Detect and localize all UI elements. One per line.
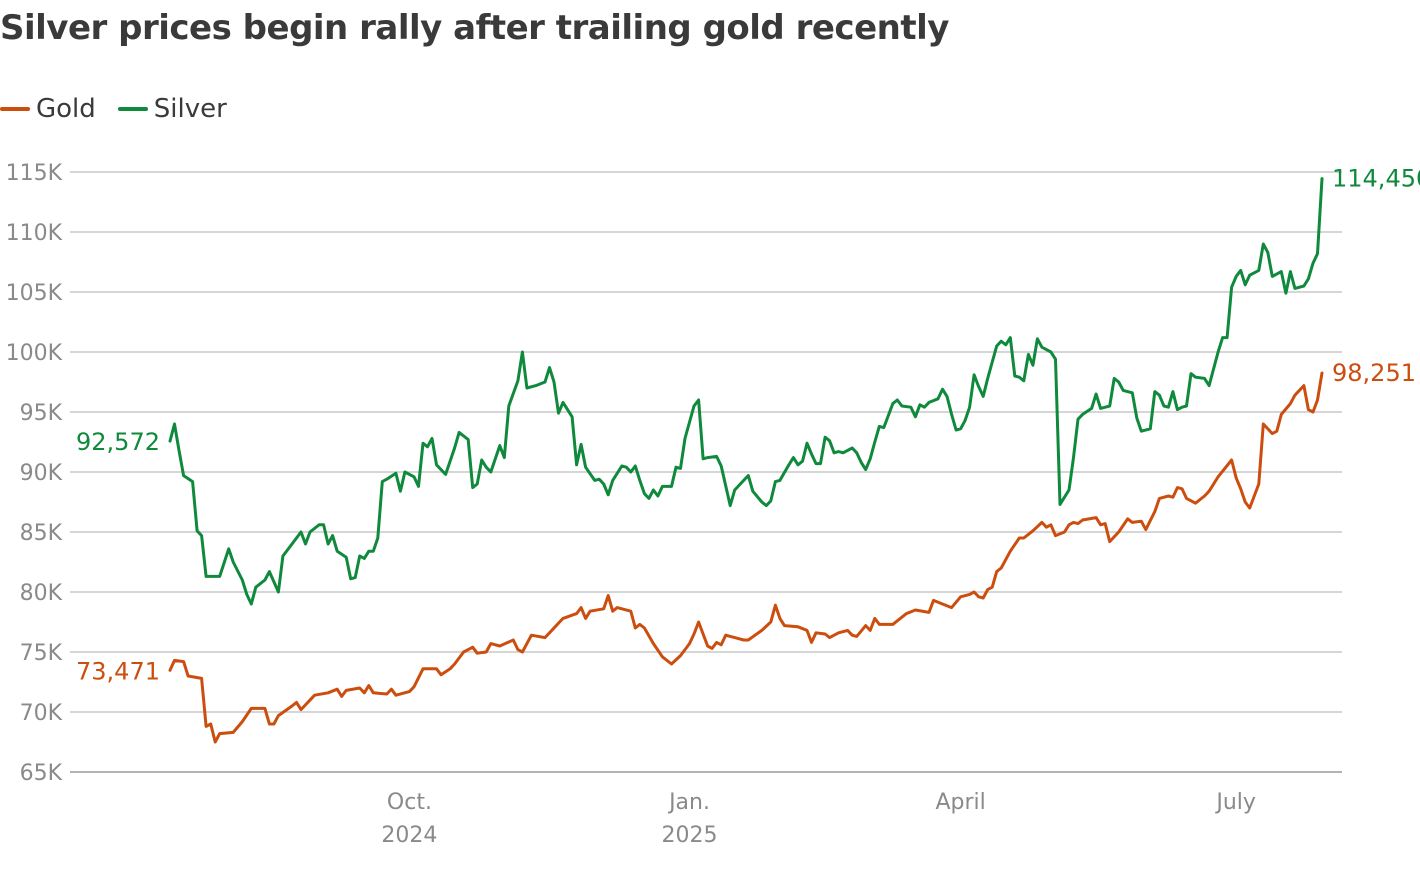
x-tick-year-label: 2025 bbox=[662, 823, 718, 848]
y-tick-label: 65K bbox=[20, 761, 63, 786]
legend-label-silver: Silver bbox=[153, 94, 227, 124]
y-tick-label: 75K bbox=[20, 641, 63, 666]
y-tick-label: 110K bbox=[6, 221, 63, 246]
x-tick-label: Oct. bbox=[387, 790, 432, 815]
y-tick-label: 105K bbox=[6, 281, 63, 306]
y-tick-label: 115K bbox=[6, 161, 63, 186]
y-tick-label: 90K bbox=[20, 461, 63, 486]
start-value-label-gold: 73,471 bbox=[76, 657, 160, 685]
legend-swatch-gold bbox=[0, 107, 30, 111]
legend-item-silver: Silver bbox=[117, 94, 227, 124]
y-tick-label: 100K bbox=[6, 341, 63, 366]
y-tick-label: 80K bbox=[20, 581, 63, 606]
y-tick-label: 85K bbox=[20, 521, 63, 546]
start-value-label-silver: 92,572 bbox=[76, 428, 160, 456]
series-line-silver bbox=[168, 177, 1324, 606]
end-value-label-gold: 98,251 bbox=[1332, 359, 1416, 387]
legend-item-gold: Gold bbox=[0, 94, 96, 124]
end-value-label-silver: 114,450 bbox=[1332, 165, 1420, 193]
y-tick-label: 95K bbox=[20, 401, 63, 426]
legend-swatch-silver bbox=[117, 107, 148, 111]
y-tick-label: 70K bbox=[20, 701, 63, 726]
legend: Gold Silver bbox=[0, 94, 227, 124]
x-tick-label: Jan. bbox=[667, 790, 710, 815]
series-line-gold bbox=[168, 371, 1324, 744]
x-tick-label: April bbox=[935, 790, 985, 815]
x-tick-label: July bbox=[1214, 790, 1256, 815]
x-tick-year-label: 2024 bbox=[381, 823, 437, 848]
chart-title: Silver prices begin rally after trailing… bbox=[0, 8, 949, 48]
legend-label-gold: Gold bbox=[36, 94, 96, 124]
